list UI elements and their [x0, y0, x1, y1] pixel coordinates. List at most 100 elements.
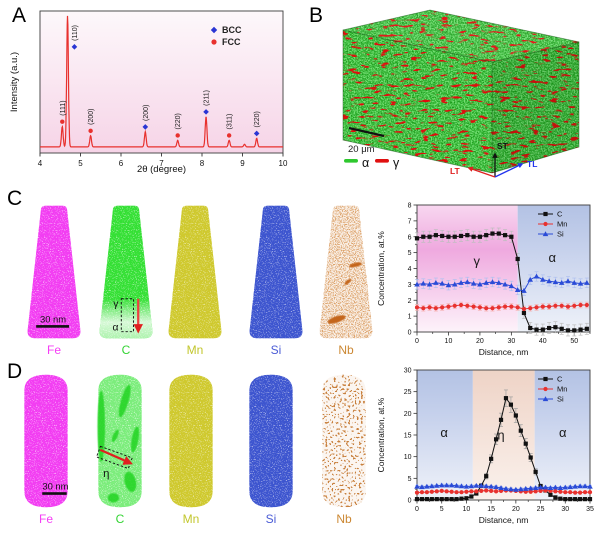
c-cylinder-svg: η: [95, 374, 142, 508]
y-tick-label: 20: [404, 411, 412, 418]
y-tick-label: 30: [404, 368, 412, 375]
mn-cylinder-svg: [169, 374, 213, 508]
scale-bar-line: [36, 325, 70, 328]
apt-map-nb-c: Nb: [313, 201, 379, 357]
x-tick-label: 50: [570, 338, 578, 345]
x-axis-label: Distance, nm: [479, 347, 529, 357]
apt-map-c-d: η C: [87, 370, 153, 526]
x-axis-label: Distance, nm: [479, 515, 529, 525]
apt-map-si-c: Si: [243, 201, 309, 357]
apt-map-fe-c: 30 nm Fe: [21, 201, 87, 357]
scale-bar-label: 30 nm: [42, 480, 68, 491]
region-label: α: [559, 425, 567, 440]
fe-cylinder-svg: 30 nm: [24, 374, 69, 508]
y-tick-label: 0: [408, 498, 412, 505]
map-label-si: Si: [265, 512, 277, 526]
map-label-fe: Fe: [46, 343, 61, 357]
x-tick-label: 35: [586, 506, 594, 513]
x-tick-label: 4: [38, 159, 43, 168]
x-tick-label: 5: [440, 506, 444, 513]
gamma-legend-label: γ: [393, 156, 400, 170]
c-needle-svg: γ α: [99, 205, 153, 339]
series-Mn: [416, 304, 587, 310]
x-tick-label: 0: [415, 506, 419, 513]
legend-label: C: [557, 210, 563, 219]
scale-bar-label: 30 nm: [40, 313, 66, 324]
panel-b-letter: B: [309, 4, 324, 27]
y-tick-label: 3: [408, 282, 412, 289]
region-label: α: [440, 425, 448, 440]
apt-map-si-d: Si: [238, 370, 304, 526]
peak-hkl-label: (111): [60, 100, 67, 115]
y-tick-label: 15: [404, 433, 412, 440]
nb-cylinder-svg: [322, 374, 366, 508]
mn-needle-svg: [168, 205, 222, 339]
panel-c-letter: C: [7, 187, 23, 210]
legend-label: C: [557, 375, 563, 384]
y-axis-label: Concentration, at.%: [376, 231, 386, 306]
y-tick-label: 5: [408, 250, 412, 257]
apt-map-nb-d: Nb: [311, 370, 377, 526]
apt-map-c-c: γ α C: [93, 201, 159, 357]
map-label-mn: Mn: [186, 343, 204, 357]
alpha-annotation: α: [112, 323, 118, 334]
peak-hkl-label: (311): [227, 114, 234, 130]
x-tick-label: 40: [539, 338, 547, 345]
x-tick-label: 5: [78, 159, 83, 168]
peak-hkl-label: (200): [88, 109, 95, 125]
legend-label: BCC: [222, 25, 242, 35]
x-tick-label: 30: [561, 506, 569, 513]
series-Si: [416, 275, 587, 292]
y-axis-label: Intensity (a.u.): [9, 52, 20, 112]
y-tick-label: 8: [408, 203, 412, 210]
map-label-si: Si: [270, 343, 282, 357]
peak-hkl-label: (220): [175, 113, 182, 129]
apt-map-fe-d: 30 nm Fe: [13, 370, 79, 526]
x-tick-label: 6: [119, 159, 124, 168]
apt-map-mn-d: Mn: [158, 370, 224, 526]
y-tick-label: 1: [408, 314, 412, 321]
peak-hkl-label: (220): [254, 111, 261, 127]
y-tick-label: 6: [408, 234, 412, 241]
axis-tl-label: TL: [527, 159, 537, 169]
y-tick-label: 0: [408, 330, 412, 337]
legend-label: Si: [557, 230, 564, 239]
x-tick-label: 8: [200, 159, 205, 168]
x-tick-label: 10: [463, 506, 471, 513]
map-label-nb: Nb: [338, 343, 354, 357]
region-label: α: [548, 250, 556, 265]
x-tick-label: 10: [445, 338, 453, 345]
fe-needle-svg: 30 nm: [27, 205, 81, 339]
map-label-c: C: [115, 512, 125, 526]
peak-hkl-label: (211): [204, 90, 211, 106]
legend-label: FCC: [222, 37, 241, 47]
profile-arrow: [99, 448, 133, 465]
y-axis-label: Concentration, at.%: [376, 397, 386, 472]
axis-st-label: ST: [497, 141, 509, 151]
axis-triad: ST LT TL: [450, 141, 537, 178]
xrd-curve: [40, 15, 283, 148]
peak-hkl-label: (200): [143, 105, 150, 121]
alpha-legend-label: α: [362, 156, 369, 170]
roi-box: [120, 298, 134, 333]
x-tick-label: 10: [279, 159, 288, 168]
axis-lt-label: LT: [450, 166, 461, 176]
eta-annotation: η: [103, 468, 109, 480]
x-axis-label: 2θ (degree): [137, 164, 186, 175]
y-tick-label: 2: [408, 298, 412, 305]
apt-map-mn-c: Mn: [162, 201, 228, 357]
si-cylinder-svg: [249, 374, 293, 508]
x-tick-label: 20: [512, 506, 520, 513]
peak-hkl-label: (110): [72, 25, 79, 41]
carbon-enriched-streaks: [97, 384, 140, 503]
map-label-mn: Mn: [182, 512, 200, 526]
y-tick-label: 5: [408, 476, 412, 483]
y-tick-label: 25: [404, 389, 412, 396]
x-tick-label: 25: [537, 506, 545, 513]
x-tick-label: 20: [476, 338, 484, 345]
series-C: [416, 233, 587, 331]
region-label: γ: [474, 253, 481, 268]
x-tick-label: 30: [507, 338, 515, 345]
